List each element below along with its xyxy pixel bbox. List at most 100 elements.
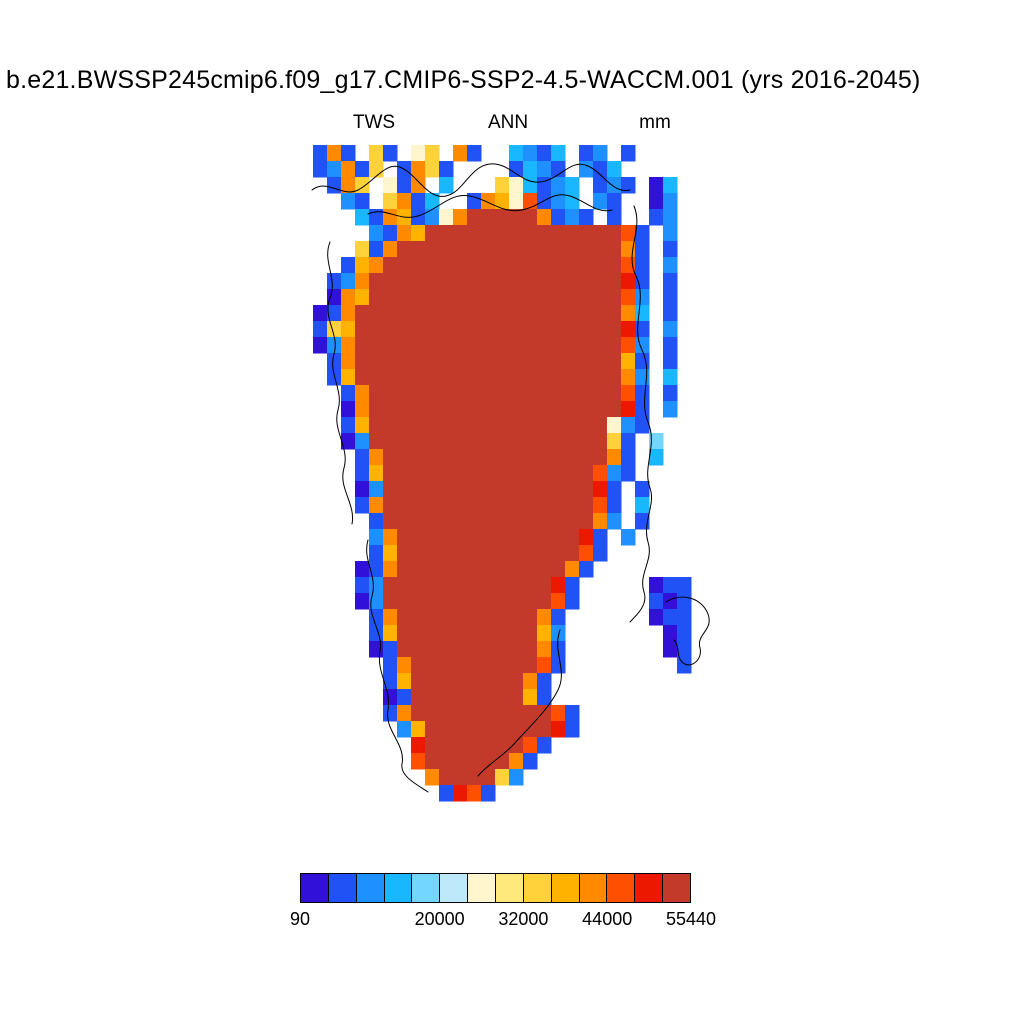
grid-cell [565, 721, 580, 738]
grid-cell [523, 385, 538, 402]
grid-cell [481, 625, 496, 642]
grid-cell [509, 673, 524, 690]
grid-cell [439, 385, 454, 402]
grid-cell [341, 337, 356, 354]
grid-cell [621, 369, 636, 386]
grid-cell [551, 449, 566, 466]
subtitle-variable: TWS [352, 112, 396, 133]
grid-cell [495, 401, 510, 418]
grid-cell [663, 609, 678, 626]
grid-cell [439, 497, 454, 514]
grid-cell [355, 433, 370, 450]
grid-cell [537, 481, 552, 498]
grid-cell [439, 625, 454, 642]
grid-cell [453, 545, 468, 562]
grid-cell [397, 433, 412, 450]
colorbar-box [495, 873, 524, 903]
grid-cell [537, 529, 552, 546]
grid-cell [453, 625, 468, 642]
grid-cell [439, 785, 454, 802]
grid-cell [481, 465, 496, 482]
grid-cell [439, 369, 454, 386]
grid-cell [453, 657, 468, 674]
grid-cell [425, 593, 440, 610]
grid-cell [481, 385, 496, 402]
grid-cell [425, 449, 440, 466]
grid-cell [509, 449, 524, 466]
grid-cell [607, 353, 622, 370]
grid-cell [509, 497, 524, 514]
colorbar-box [662, 873, 692, 903]
grid-cell [551, 401, 566, 418]
grid-cell [425, 241, 440, 258]
grid-cell [425, 625, 440, 642]
grid-cell [425, 737, 440, 754]
grid-cell [481, 577, 496, 594]
grid-cell [467, 433, 482, 450]
grid-cell [635, 481, 650, 498]
grid-cell [467, 737, 482, 754]
grid-cell [565, 465, 580, 482]
grid-cell [607, 177, 622, 194]
grid-cell [397, 545, 412, 562]
grid-cell [341, 401, 356, 418]
grid-cell [579, 305, 594, 322]
grid-cell [411, 289, 426, 306]
grid-cell [621, 529, 636, 546]
grid-cell [453, 433, 468, 450]
colorbar-label: 90 [289, 909, 311, 929]
grid-cell [565, 369, 580, 386]
grid-cell [509, 385, 524, 402]
grid-cell [369, 321, 384, 338]
grid-cell [551, 225, 566, 242]
grid-cell [663, 593, 678, 610]
grid-cell [607, 369, 622, 386]
grid-cell [411, 657, 426, 674]
grid-cell [523, 225, 538, 242]
grid-cell [509, 657, 524, 674]
grid-cell [355, 401, 370, 418]
grid-cell [495, 273, 510, 290]
grid-cell [663, 321, 678, 338]
grid-cell [397, 257, 412, 274]
grid-cell [551, 209, 566, 226]
grid-cell [369, 433, 384, 450]
grid-cell [467, 641, 482, 658]
grid-cell [523, 721, 538, 738]
grid-cell [411, 705, 426, 722]
grid-cell [383, 289, 398, 306]
grid-cell [439, 689, 454, 706]
grid-cell [523, 177, 538, 194]
colorbar-box [355, 873, 385, 903]
grid-cell [635, 257, 650, 274]
grid-cell [551, 193, 566, 210]
grid-cell [663, 385, 678, 402]
grid-cell [453, 689, 468, 706]
grid-cell [383, 273, 398, 290]
grid-cell [495, 577, 510, 594]
grid-cell [383, 513, 398, 530]
grid-cell [509, 177, 524, 194]
grid-cell [523, 401, 538, 418]
grid-cell [313, 321, 328, 338]
grid-cell [523, 625, 538, 642]
grid-cell [467, 257, 482, 274]
grid-cell [453, 721, 468, 738]
grid-cell [509, 161, 524, 178]
grid-cell [635, 305, 650, 322]
colorbar-label: 20000 [414, 909, 465, 929]
grid-cell [411, 577, 426, 594]
grid-cell [341, 353, 356, 370]
grid-cell [397, 689, 412, 706]
grid-cell [383, 193, 398, 210]
grid-cell [439, 705, 454, 722]
grid-cell [411, 465, 426, 482]
grid-cell [481, 209, 496, 226]
grid-cell [369, 353, 384, 370]
grid-cell [481, 289, 496, 306]
grid-cell [439, 513, 454, 530]
colorbar-box [522, 873, 552, 903]
grid-cell [453, 369, 468, 386]
grid-cell [481, 545, 496, 562]
grid-cell [481, 321, 496, 338]
